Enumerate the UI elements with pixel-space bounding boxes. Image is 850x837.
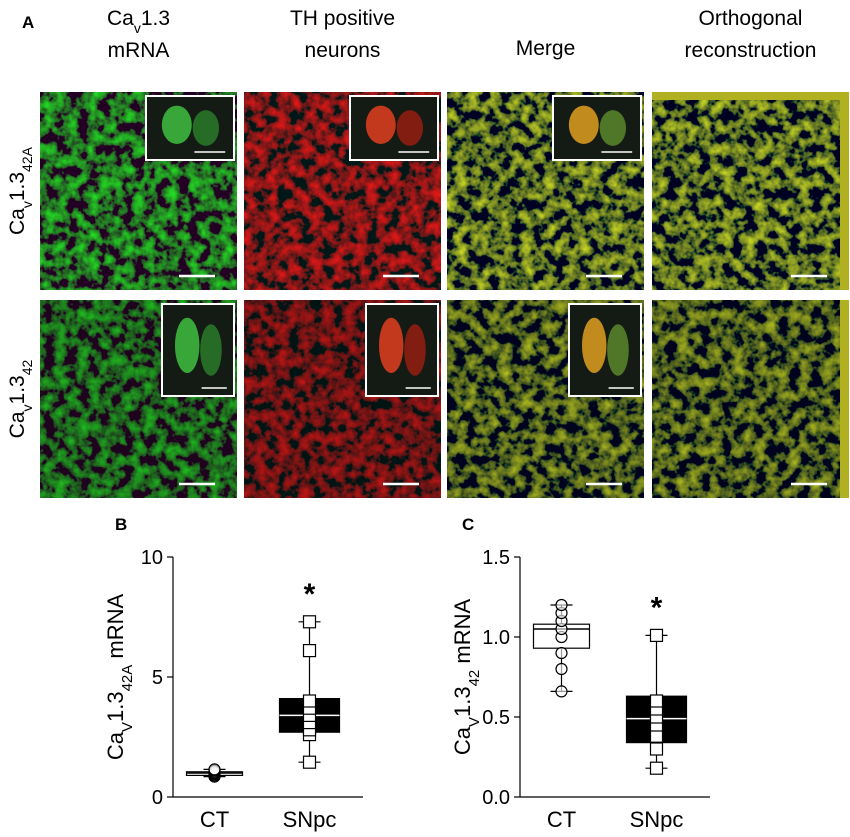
text-segment: Ca (6, 411, 29, 438)
row-label: Cav1.342 (6, 359, 35, 438)
x-tick-label: CT (200, 807, 229, 832)
micrograph (244, 300, 441, 498)
subscript: v (134, 20, 141, 36)
micrograph (40, 300, 237, 498)
text-segment: 1.3 (103, 691, 128, 722)
inset-cell (607, 324, 629, 376)
inset-cell (568, 105, 599, 144)
image-texture (652, 300, 849, 498)
micrograph (652, 92, 849, 290)
micrograph (244, 92, 441, 290)
text-segment: Ca (103, 731, 128, 760)
point (649, 694, 664, 708)
subscript: 42A (19, 146, 35, 172)
column-header: neurons (305, 39, 381, 62)
point (555, 685, 568, 698)
inset-cell (378, 317, 404, 373)
significance-star: * (304, 578, 316, 611)
inset-cell (581, 317, 607, 373)
point (302, 694, 317, 708)
x-tick-label: SNpc (630, 807, 684, 832)
inset-cell (161, 105, 192, 144)
y-tick-label: 5 (152, 667, 163, 689)
text-segment: Orthogonal (699, 7, 803, 30)
column-header: TH positive (290, 7, 395, 30)
y-tick-label: 0 (152, 787, 163, 809)
y-tick-label: 1.5 (482, 547, 510, 569)
micrograph (447, 92, 644, 290)
text-segment: mRNA (450, 599, 475, 670)
point (649, 742, 664, 756)
text-segment: Merge (516, 37, 576, 60)
subscript: V (119, 722, 136, 732)
text-segment: reconstruction (685, 39, 817, 62)
text-segment: 1.3 (141, 7, 170, 30)
point (302, 615, 317, 629)
subscript: 42A (119, 665, 136, 692)
inset-cell (599, 110, 627, 146)
column-header: Merge (516, 37, 576, 60)
subscript: 42 (466, 670, 483, 687)
subscript: v (19, 404, 35, 411)
subscript: v (19, 201, 35, 208)
point (302, 643, 317, 658)
ortho-side (840, 92, 849, 290)
y-axis-label: CaV1.342A mRNA (103, 594, 136, 761)
text-segment: neurons (305, 39, 381, 62)
micrograph (447, 300, 644, 498)
inset-cell (396, 110, 424, 146)
point (555, 662, 568, 676)
column-header: Orthogonal (699, 7, 803, 30)
panel-label: A (22, 13, 34, 32)
panel-label: C (462, 515, 474, 534)
inset-cell (404, 324, 426, 376)
micrograph (40, 92, 237, 290)
point (555, 646, 568, 660)
text-segment: mRNA (108, 39, 170, 62)
inset-cell (200, 324, 222, 376)
y-tick-label: 0.5 (482, 707, 510, 729)
text-segment: Ca (6, 208, 29, 235)
y-tick-label: 0.0 (482, 787, 510, 809)
point (649, 729, 664, 743)
point (302, 755, 317, 769)
inset-cell (365, 105, 396, 144)
y-axis-label: CaV1.342 mRNA (450, 599, 483, 756)
text-segment: mRNA (103, 594, 128, 665)
text-segment: 1.3 (450, 686, 475, 717)
column-header: Cav1.3 (107, 7, 170, 36)
panel-label: B (115, 515, 127, 534)
y-tick-label: 10 (141, 547, 163, 569)
inset (145, 95, 235, 161)
x-tick-label: SNpc (283, 807, 337, 832)
text-segment: 1.3 (6, 172, 29, 201)
image-texture (652, 92, 849, 290)
micrograph (652, 300, 849, 498)
text-segment: 1.3 (6, 375, 29, 404)
subscript: V (466, 717, 483, 727)
ortho-top (652, 92, 849, 100)
row-label: Cav1.342A (6, 146, 35, 235)
x-tick-label: CT (547, 807, 576, 832)
inset-cell (192, 110, 220, 146)
subscript: 42 (19, 359, 35, 375)
text-segment: Ca (107, 7, 134, 30)
point (649, 628, 664, 643)
point (649, 761, 664, 775)
point (555, 598, 568, 612)
column-header: mRNA (108, 39, 170, 62)
column-header: reconstruction (685, 39, 817, 62)
text-segment: Ca (450, 726, 475, 755)
text-segment: TH positive (290, 7, 395, 30)
significance-star: * (651, 591, 663, 624)
y-tick-label: 1.0 (482, 627, 510, 649)
point (208, 763, 221, 776)
ortho-side (840, 300, 849, 498)
inset-cell (174, 317, 200, 373)
